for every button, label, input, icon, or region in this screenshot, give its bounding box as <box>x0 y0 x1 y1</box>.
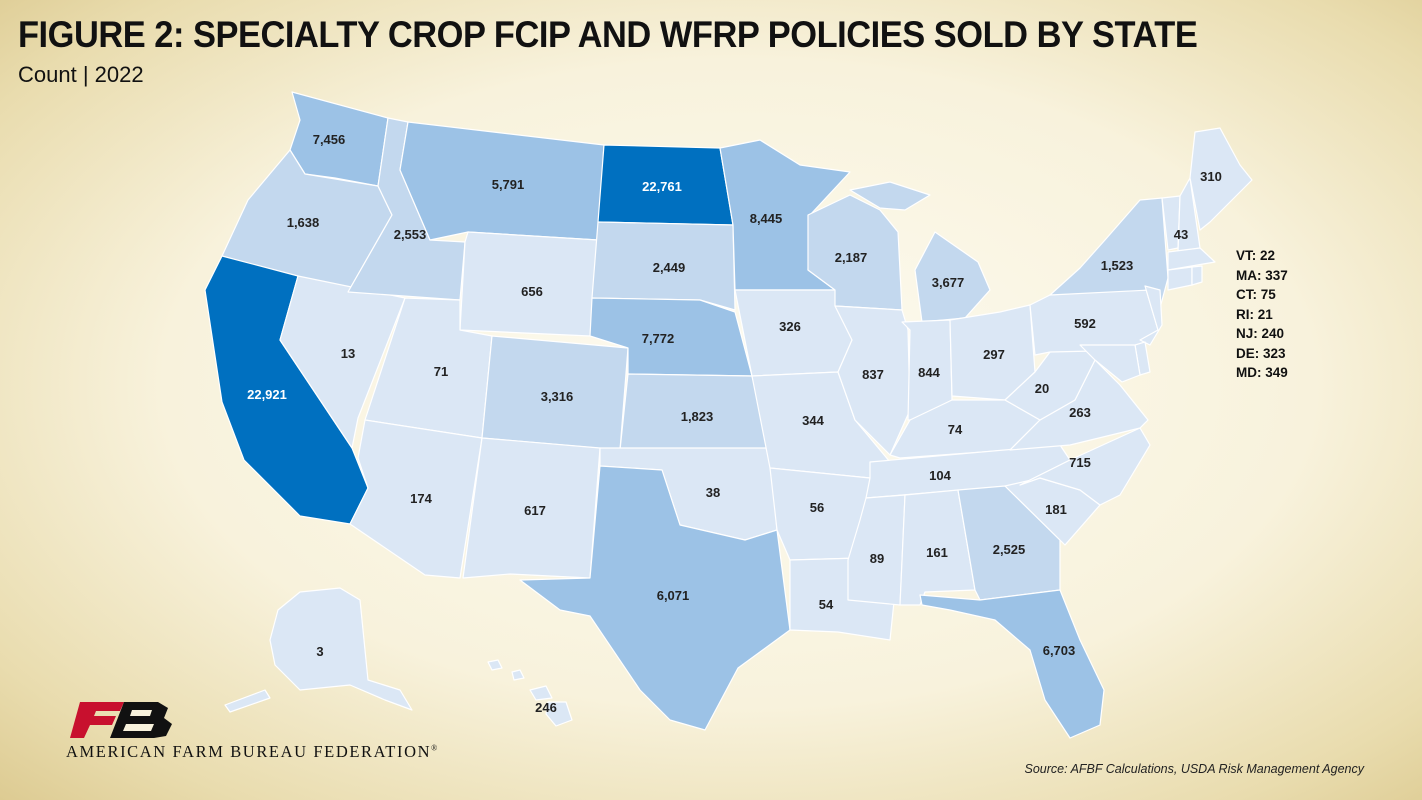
small-state-sep: : <box>1251 248 1261 263</box>
small-state-abbr: RI <box>1236 306 1250 322</box>
state-label-nh: 43 <box>1174 227 1188 242</box>
small-state-sep: : <box>1249 306 1258 322</box>
state-label-va: 263 <box>1069 405 1091 420</box>
state-ct <box>1167 266 1193 291</box>
state-label-mi: 3,677 <box>932 275 965 290</box>
small-state-sep: : <box>1252 287 1261 302</box>
state-label-ca: 22,921 <box>247 387 287 402</box>
state-ak <box>224 587 413 713</box>
state-label-fl: 6,703 <box>1043 643 1076 658</box>
state-ma <box>1167 247 1216 271</box>
small-state-value: 349 <box>1265 365 1288 380</box>
figure-title: FIGURE 2: SPECIALTY CROP FCIP AND WFRP P… <box>18 14 1198 55</box>
logo-wordmark: AMERICAN FARM BUREAU FEDERATION® <box>66 742 439 761</box>
state-label-in: 844 <box>918 365 940 380</box>
state-tx <box>519 465 791 731</box>
small-state-sep: : <box>1254 345 1264 361</box>
small-state-sep: : <box>1257 365 1266 380</box>
state-label-ks: 1,823 <box>681 409 714 424</box>
small-state-value: 323 <box>1263 345 1286 361</box>
state-label-or: 1,638 <box>287 215 320 230</box>
small-state-abbr: MA <box>1236 267 1257 283</box>
state-nm <box>462 437 601 579</box>
small-state-row: VT: 22 <box>1236 246 1288 266</box>
state-md <box>1079 344 1141 383</box>
state-label-pa: 592 <box>1074 316 1096 331</box>
state-label-ak: 3 <box>316 644 323 659</box>
source-note: Source: AFBF Calculations, USDA Risk Man… <box>1024 762 1365 776</box>
state-label-sc: 181 <box>1045 502 1067 517</box>
state-label-ia: 326 <box>779 319 801 334</box>
small-state-abbr: VT <box>1236 248 1252 263</box>
state-hi <box>487 659 573 727</box>
state-label-nc: 715 <box>1069 455 1091 470</box>
state-label-wi: 2,187 <box>835 250 868 265</box>
state-label-oh: 297 <box>983 347 1005 362</box>
small-state-row: MA: 337 <box>1236 266 1288 286</box>
state-label-az: 174 <box>410 491 432 506</box>
state-sd <box>591 221 736 311</box>
small-state-row: CT: 75 <box>1236 285 1288 305</box>
state-label-co: 3,316 <box>541 389 574 404</box>
state-label-ar: 56 <box>810 500 824 515</box>
small-state-value: 22 <box>1260 248 1276 263</box>
farm-bureau-logo-icon <box>70 702 172 738</box>
state-label-ky: 74 <box>948 422 963 437</box>
small-state-abbr: DE <box>1236 345 1255 361</box>
small-state-abbr: NJ <box>1236 326 1254 341</box>
state-label-tx: 6,071 <box>657 588 690 603</box>
state-label-sd: 2,449 <box>653 260 686 275</box>
state-nc <box>1019 427 1151 506</box>
state-label-ut: 71 <box>434 364 448 379</box>
small-state-sep: : <box>1253 326 1262 341</box>
state-label-nm: 617 <box>524 503 546 518</box>
state-fl <box>919 589 1105 739</box>
small-state-value: 75 <box>1260 287 1276 302</box>
state-label-mn: 8,445 <box>750 211 783 226</box>
state-label-la: 54 <box>819 597 834 612</box>
state-label-ga: 2,525 <box>993 542 1026 557</box>
figure-subtitle: Count | 2022 <box>18 62 144 87</box>
small-states-list: VT: 22 MA: 337 CT: 75 RI: 21 NJ: 240 DE:… <box>1236 246 1288 383</box>
state-me <box>1189 127 1253 231</box>
state-label-hi: 246 <box>535 700 557 715</box>
state-label-wy: 656 <box>521 284 543 299</box>
state-label-wv: 20 <box>1035 381 1049 396</box>
state-label-nd: 22,761 <box>642 179 682 194</box>
small-state-abbr: CT <box>1236 287 1253 302</box>
state-label-ny: 1,523 <box>1101 258 1134 273</box>
small-state-value: 240 <box>1261 326 1285 341</box>
state-label-nv: 13 <box>341 346 355 361</box>
small-state-value: 337 <box>1265 267 1288 283</box>
small-state-row: MD: 349 <box>1236 363 1288 383</box>
state-label-mt: 5,791 <box>492 177 525 192</box>
small-state-abbr: MD <box>1236 365 1257 380</box>
state-wy <box>459 231 599 337</box>
small-state-row: NJ: 240 <box>1236 324 1288 344</box>
state-label-ok: 38 <box>706 485 720 500</box>
state-label-me: 310 <box>1200 169 1222 184</box>
state-label-mo: 344 <box>802 413 824 428</box>
state-label-il: 837 <box>862 367 884 382</box>
state-ri <box>1191 265 1203 286</box>
small-state-value: 21 <box>1257 306 1273 322</box>
state-label-tn: 104 <box>929 468 951 483</box>
state-nj <box>1139 285 1163 346</box>
state-label-ne: 7,772 <box>642 331 675 346</box>
state-label-id: 2,553 <box>394 227 427 242</box>
small-state-sep: : <box>1257 267 1266 283</box>
state-label-al: 161 <box>926 545 948 560</box>
small-state-row: RI: 21 <box>1236 305 1288 325</box>
state-label-wa: 7,456 <box>313 132 346 147</box>
small-state-row: DE: 323 <box>1236 344 1288 364</box>
state-label-ms: 89 <box>870 551 884 566</box>
